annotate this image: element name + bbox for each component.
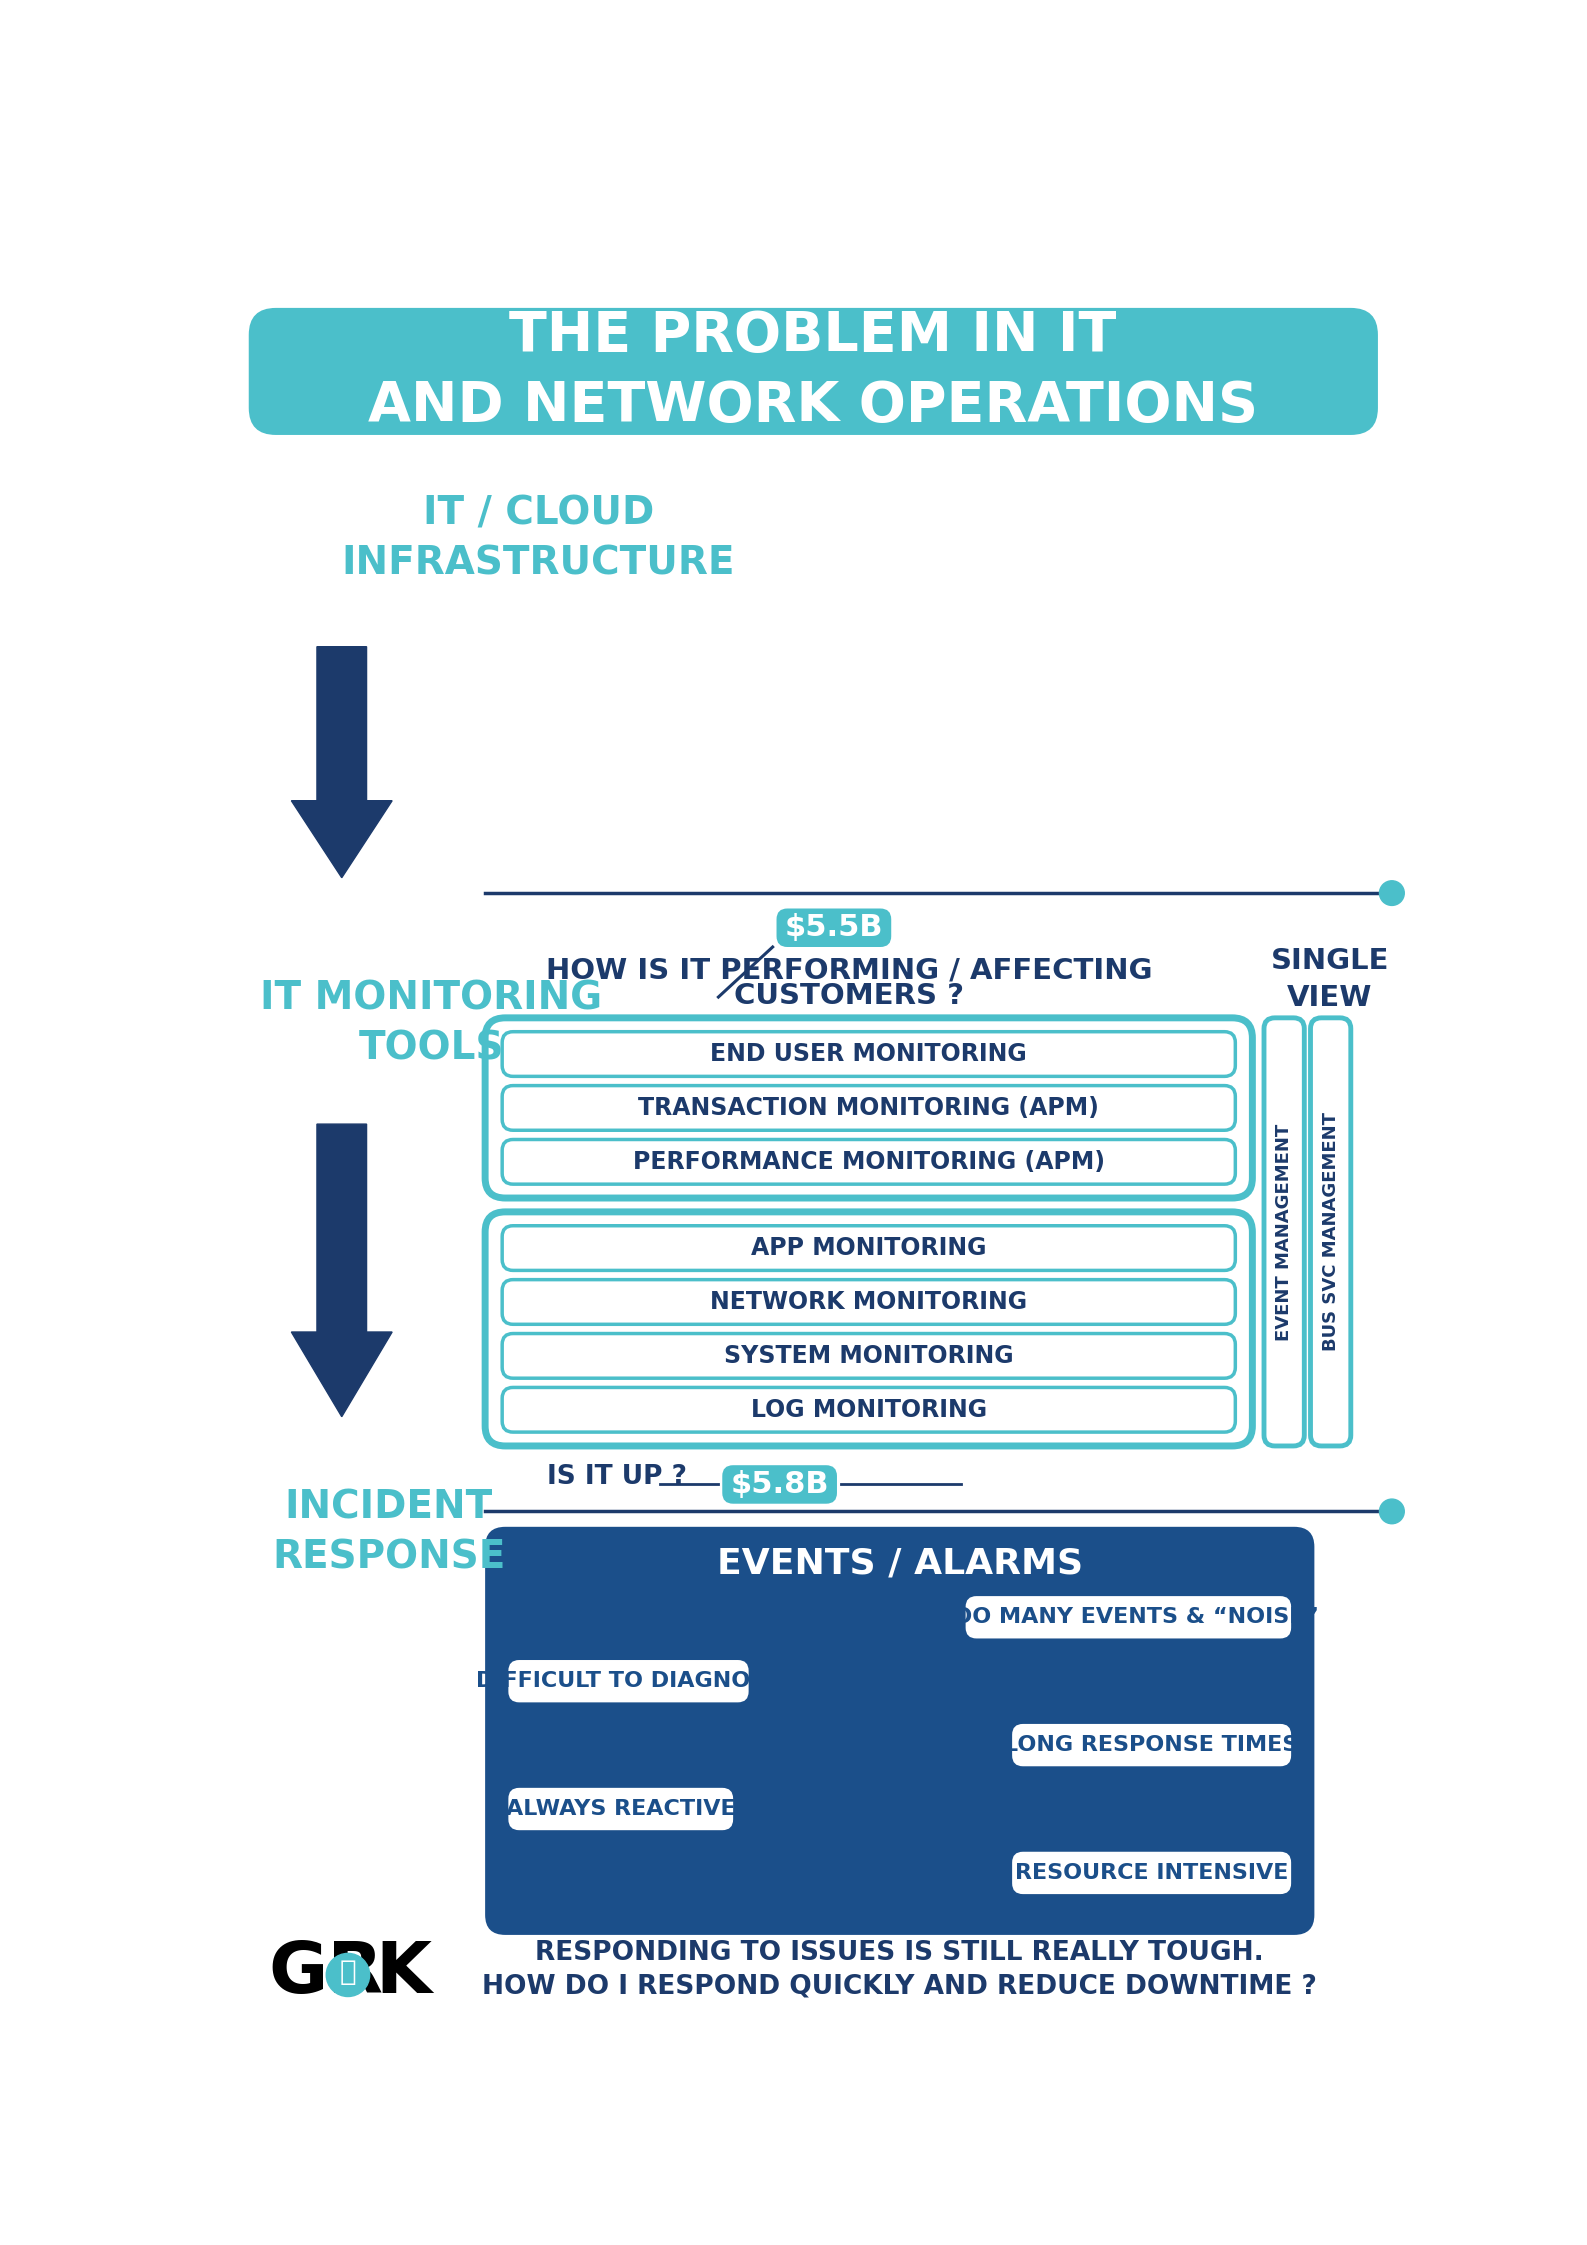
FancyBboxPatch shape	[501, 1087, 1235, 1129]
Circle shape	[1379, 880, 1404, 905]
FancyBboxPatch shape	[1311, 1017, 1351, 1446]
FancyBboxPatch shape	[508, 1659, 749, 1702]
Text: 💡: 💡	[340, 1958, 355, 1987]
FancyBboxPatch shape	[501, 1280, 1235, 1325]
FancyBboxPatch shape	[1013, 1724, 1292, 1767]
Text: ALWAYS REACTIVE: ALWAYS REACTIVE	[506, 1798, 735, 1818]
Text: LOG MONITORING: LOG MONITORING	[751, 1399, 987, 1421]
Text: $5.5B: $5.5B	[784, 914, 882, 943]
FancyBboxPatch shape	[501, 1334, 1235, 1378]
Text: APP MONITORING: APP MONITORING	[751, 1237, 987, 1259]
Text: EVENTS / ALARMS: EVENTS / ALARMS	[717, 1547, 1082, 1580]
FancyBboxPatch shape	[501, 1140, 1235, 1183]
FancyBboxPatch shape	[486, 1212, 1252, 1446]
Text: IT MONITORING
TOOLS: IT MONITORING TOOLS	[260, 981, 603, 1069]
FancyBboxPatch shape	[249, 308, 1378, 436]
Text: TRANSACTION MONITORING (APM): TRANSACTION MONITORING (APM)	[638, 1096, 1100, 1120]
Text: CUSTOMERS ?: CUSTOMERS ?	[735, 981, 965, 1010]
FancyBboxPatch shape	[722, 1466, 836, 1504]
Text: GR: GR	[268, 1940, 382, 2007]
FancyBboxPatch shape	[501, 1033, 1235, 1075]
Circle shape	[327, 1953, 370, 1996]
Circle shape	[1379, 1500, 1404, 1524]
Polygon shape	[292, 647, 392, 878]
FancyBboxPatch shape	[508, 1787, 733, 1830]
FancyBboxPatch shape	[1013, 1852, 1292, 1895]
Polygon shape	[292, 1125, 392, 1417]
Text: SYSTEM MONITORING: SYSTEM MONITORING	[724, 1345, 1014, 1367]
Text: RESOURCE INTENSIVE: RESOURCE INTENSIVE	[1016, 1863, 1289, 1884]
Text: EVENT MANAGEMENT: EVENT MANAGEMENT	[1274, 1122, 1293, 1340]
Text: NETWORK MONITORING: NETWORK MONITORING	[711, 1291, 1027, 1313]
FancyBboxPatch shape	[501, 1226, 1235, 1271]
FancyBboxPatch shape	[1263, 1017, 1305, 1446]
Text: IS IT UP ?: IS IT UP ?	[548, 1464, 687, 1491]
Text: DIFFICULT TO DIAGNOSE: DIFFICULT TO DIAGNOSE	[476, 1670, 781, 1690]
Text: K: K	[375, 1940, 432, 2007]
FancyBboxPatch shape	[501, 1387, 1235, 1432]
Text: HOW IS IT PERFORMING / AFFECTING: HOW IS IT PERFORMING / AFFECTING	[546, 956, 1152, 983]
Text: PERFORMANCE MONITORING (APM): PERFORMANCE MONITORING (APM)	[633, 1149, 1105, 1174]
FancyBboxPatch shape	[776, 909, 892, 947]
Text: $5.8B: $5.8B	[730, 1470, 828, 1500]
Text: IT / CLOUD
INFRASTRUCTURE: IT / CLOUD INFRASTRUCTURE	[341, 494, 735, 584]
Text: TOO MANY EVENTS & “NOISE”: TOO MANY EVENTS & “NOISE”	[938, 1607, 1319, 1628]
Text: RESPONDING TO ISSUES IS STILL REALLY TOUGH.
HOW DO I RESPOND QUICKLY AND REDUCE : RESPONDING TO ISSUES IS STILL REALLY TOU…	[482, 1940, 1317, 2000]
FancyBboxPatch shape	[486, 1017, 1252, 1199]
Text: BUS SVC MANAGEMENT: BUS SVC MANAGEMENT	[1322, 1114, 1339, 1351]
Text: THE PROBLEM IN IT
AND NETWORK OPERATIONS: THE PROBLEM IN IT AND NETWORK OPERATIONS	[368, 308, 1258, 433]
Text: INCIDENT
RESPONSE: INCIDENT RESPONSE	[271, 1488, 505, 1576]
FancyBboxPatch shape	[486, 1527, 1314, 1935]
Text: SINGLE
VIEW: SINGLE VIEW	[1271, 947, 1389, 1012]
FancyBboxPatch shape	[965, 1596, 1292, 1639]
Text: LONG RESPONSE TIMES: LONG RESPONSE TIMES	[1005, 1735, 1298, 1756]
Text: END USER MONITORING: END USER MONITORING	[711, 1042, 1027, 1066]
